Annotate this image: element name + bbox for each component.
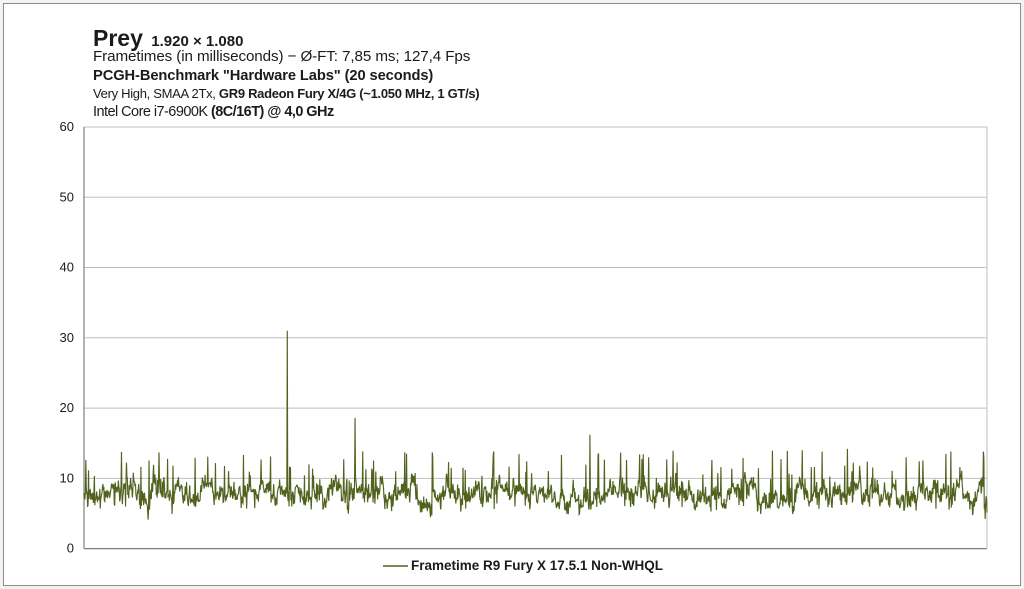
- svg-text:20: 20: [60, 400, 74, 415]
- svg-text:30: 30: [60, 330, 74, 345]
- svg-text:0: 0: [67, 541, 74, 556]
- svg-text:40: 40: [60, 260, 74, 275]
- svg-text:50: 50: [60, 189, 74, 204]
- svg-text:60: 60: [60, 119, 74, 134]
- svg-text:10: 10: [60, 470, 74, 485]
